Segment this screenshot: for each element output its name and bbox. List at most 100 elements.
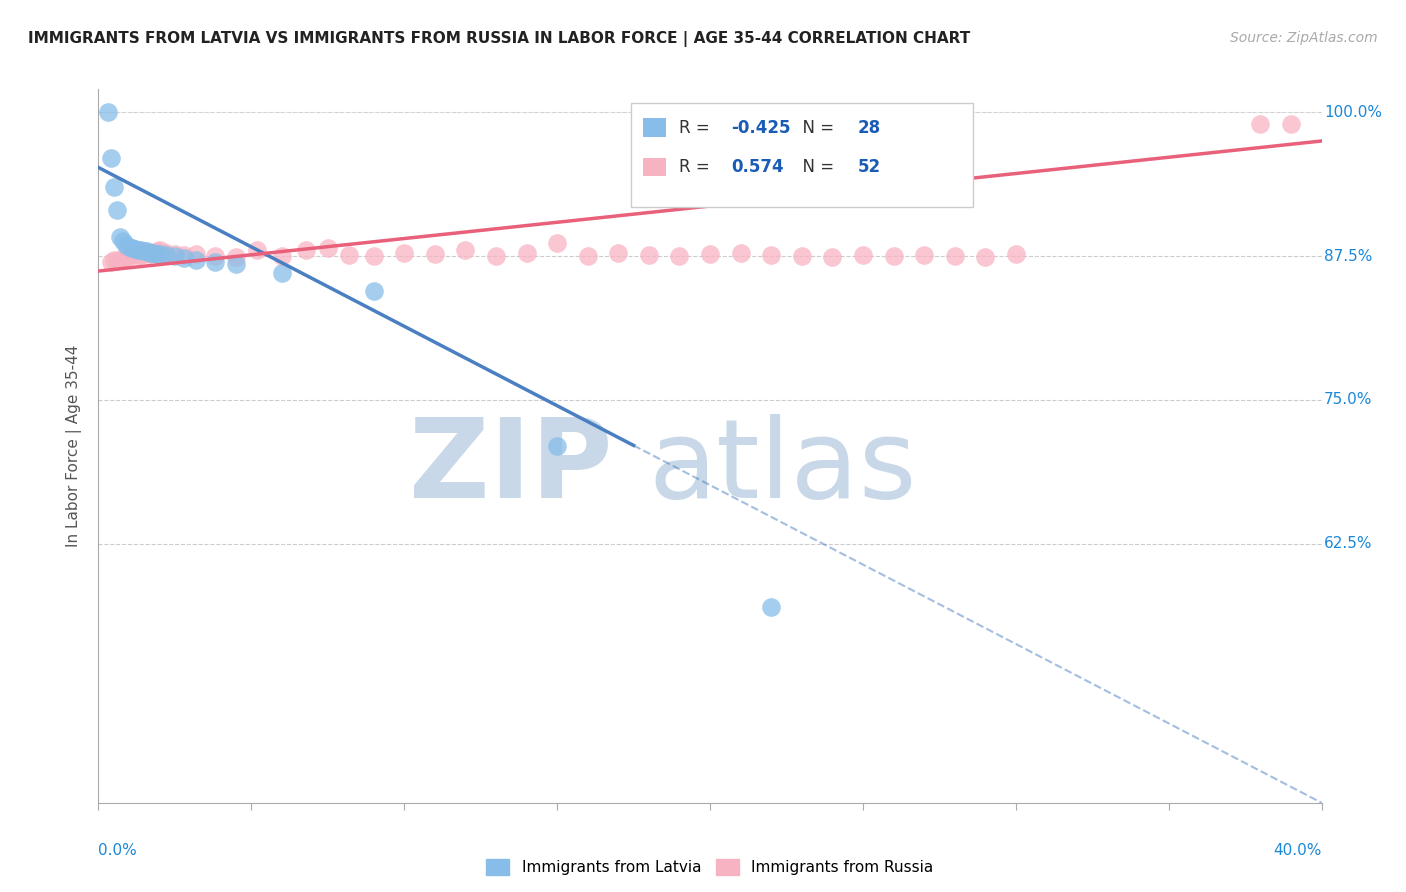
Point [295, 244, 318, 258]
Point [204, 255, 226, 269]
Point [105, 253, 128, 268]
Point [454, 244, 477, 258]
Point [111, 234, 134, 248]
Point [127, 244, 149, 258]
Text: N =: N = [793, 158, 839, 176]
Point [115, 237, 138, 252]
Point [105, 202, 128, 217]
Point [1279, 117, 1302, 131]
Point [730, 245, 752, 260]
Point [337, 248, 360, 262]
Point [883, 249, 905, 263]
Point [821, 250, 844, 264]
Point [912, 248, 935, 262]
Point [637, 248, 661, 262]
Text: ZIP: ZIP [409, 414, 612, 521]
Point [852, 248, 875, 262]
Text: Source: ZipAtlas.com: Source: ZipAtlas.com [1230, 31, 1378, 45]
Text: 0.0%: 0.0% [98, 843, 138, 858]
Point [108, 229, 131, 244]
FancyBboxPatch shape [630, 103, 973, 207]
Point [111, 252, 134, 266]
Point [163, 247, 186, 261]
Point [100, 151, 122, 165]
Text: 28: 28 [858, 119, 880, 136]
Point [225, 257, 247, 271]
Point [134, 244, 156, 259]
Point [270, 249, 292, 263]
Point [363, 284, 385, 298]
Text: 40.0%: 40.0% [1274, 843, 1322, 858]
Point [186, 247, 208, 261]
Point [124, 242, 146, 256]
Text: atlas: atlas [648, 414, 917, 521]
Point [142, 245, 165, 260]
Point [516, 245, 538, 260]
Point [1249, 117, 1271, 131]
Point [139, 245, 162, 260]
Point [790, 249, 813, 263]
Point [118, 248, 141, 262]
Point [129, 248, 152, 262]
Point [423, 247, 446, 261]
Point [607, 245, 630, 260]
Point [668, 249, 690, 263]
Text: 62.5%: 62.5% [1324, 536, 1372, 551]
Point [974, 250, 997, 264]
Y-axis label: In Labor Force | Age 35-44: In Labor Force | Age 35-44 [66, 345, 83, 547]
Point [173, 248, 195, 262]
Point [145, 247, 167, 261]
Point [225, 250, 247, 264]
Text: IMMIGRANTS FROM LATVIA VS IMMIGRANTS FROM RUSSIA IN LABOR FORCE | AGE 35-44 CORR: IMMIGRANTS FROM LATVIA VS IMMIGRANTS FRO… [28, 31, 970, 47]
Point [1004, 247, 1026, 261]
Point [943, 249, 966, 263]
Point [103, 252, 125, 267]
Point [270, 266, 292, 280]
Point [246, 244, 269, 258]
Point [392, 245, 416, 260]
Point [100, 255, 122, 269]
Point [173, 252, 195, 266]
Point [316, 241, 339, 255]
Point [149, 247, 172, 261]
Point [576, 249, 599, 263]
Point [127, 248, 149, 262]
Point [97, 105, 120, 120]
Text: 0.574: 0.574 [731, 158, 785, 176]
Point [149, 244, 172, 258]
Point [204, 249, 226, 263]
Point [129, 244, 152, 258]
Point [759, 248, 782, 262]
FancyBboxPatch shape [643, 119, 666, 137]
Point [142, 245, 165, 260]
Text: R =: R = [679, 119, 714, 136]
Point [103, 180, 125, 194]
Point [134, 247, 156, 261]
Point [699, 247, 721, 261]
Point [485, 249, 508, 263]
Point [121, 241, 143, 255]
Text: 75.0%: 75.0% [1324, 392, 1372, 408]
Point [115, 250, 138, 264]
Point [145, 244, 167, 259]
Point [546, 439, 568, 453]
Text: N =: N = [793, 119, 839, 136]
Point [155, 245, 177, 260]
Point [136, 245, 159, 260]
Point [363, 249, 385, 263]
Point [139, 247, 162, 261]
Text: 87.5%: 87.5% [1324, 249, 1372, 264]
Legend: Immigrants from Latvia, Immigrants from Russia: Immigrants from Latvia, Immigrants from … [481, 854, 939, 881]
Text: 52: 52 [858, 158, 880, 176]
Text: 100.0%: 100.0% [1324, 104, 1382, 120]
Point [163, 249, 186, 263]
Point [759, 600, 782, 615]
Point [155, 248, 177, 262]
Text: -0.425: -0.425 [731, 119, 790, 136]
Point [124, 247, 146, 261]
FancyBboxPatch shape [643, 158, 666, 177]
Point [108, 252, 131, 267]
Point [546, 236, 568, 251]
Point [121, 249, 143, 263]
Point [118, 240, 141, 254]
